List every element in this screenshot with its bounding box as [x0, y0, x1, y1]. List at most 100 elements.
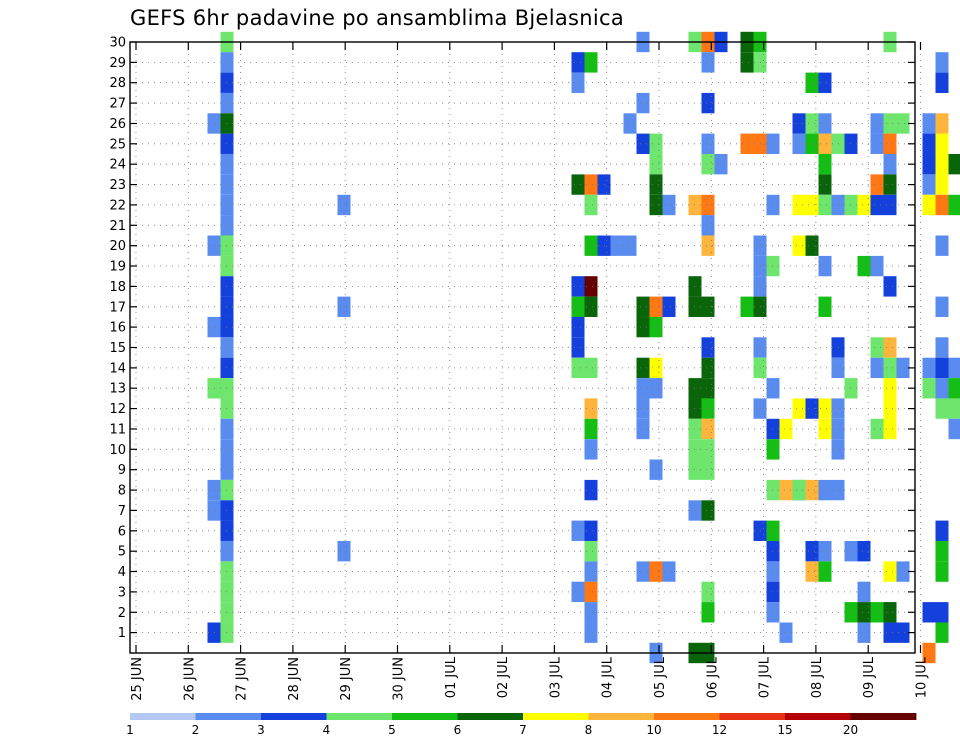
x-tick-label: 10 JUL: [915, 656, 930, 698]
x-tick-label: 07 JUL: [758, 656, 773, 698]
heatmap-cell: [623, 235, 637, 256]
heatmap-cell: [636, 296, 650, 317]
heatmap-cell: [818, 296, 832, 317]
heatmap-cell: [571, 520, 585, 541]
x-tick-label: 02 JUL: [496, 656, 511, 698]
heatmap-cell: [818, 133, 832, 154]
heatmap-cell: [636, 133, 650, 154]
heatmap-cell: [948, 398, 960, 419]
heatmap-cell: [883, 337, 897, 358]
heatmap-cell: [779, 418, 793, 440]
x-tick-label: 03 JUL: [548, 656, 563, 698]
heatmap-cell: [584, 561, 598, 582]
colorbar-segment: [719, 713, 786, 720]
colorbar-segment: [523, 713, 589, 720]
y-tick-label: 12: [109, 402, 126, 417]
heatmap-cell: [740, 133, 754, 154]
colorbar-segment: [588, 713, 655, 720]
x-tick-label: 08 JUL: [810, 656, 825, 698]
heatmap-cell: [701, 52, 715, 73]
heatmap-cell: [818, 72, 832, 93]
heatmap-cell: [584, 52, 598, 73]
heatmap-cell: [636, 378, 650, 399]
heatmap-cell: [948, 154, 960, 175]
colorbar-segment: [195, 713, 262, 720]
heatmap-cell: [584, 357, 598, 379]
colorbar-segment: [457, 713, 524, 720]
heatmap-cell: [792, 479, 806, 501]
colorbar-segment: [850, 713, 917, 720]
heatmap-cell: [571, 581, 585, 603]
heatmap-cell: [857, 194, 871, 216]
y-tick-label: 8: [118, 484, 126, 499]
y-tick-label: 4: [118, 565, 126, 580]
heatmap-cell: [779, 622, 793, 643]
heatmap-cell: [584, 194, 598, 216]
heatmap-cell: [870, 357, 884, 379]
heatmap-cell: [571, 174, 585, 195]
heatmap-cell: [870, 255, 884, 277]
heatmap-cell: [662, 561, 676, 582]
heatmap-cell: [740, 296, 754, 317]
y-tick-label: 29: [109, 56, 126, 71]
heatmap-cell: [883, 154, 897, 175]
heatmap-cell: [623, 113, 637, 134]
x-tick-label: 30 JUN: [392, 657, 407, 701]
heatmap-cell: [649, 154, 663, 175]
heatmap-cell: [805, 541, 819, 562]
y-tick-label: 24: [109, 158, 126, 173]
heatmap-cell: [883, 276, 897, 297]
heatmap-cell: [805, 235, 819, 256]
heatmap-cell: [935, 378, 949, 399]
x-tick-label: 26 JUN: [182, 657, 197, 701]
heatmap-cell: [948, 418, 960, 440]
heatmap-cell: [649, 561, 663, 582]
heatmap-cell: [896, 113, 910, 134]
heatmap-cell: [337, 296, 351, 317]
heatmap-cell: [792, 398, 806, 419]
y-tick-label: 1: [118, 626, 126, 641]
heatmap-cell: [883, 398, 897, 419]
colorbar-label: 3: [257, 723, 265, 737]
heatmap-cell: [857, 541, 871, 562]
heatmap-cell: [584, 479, 598, 501]
x-tick-label: 28 JUN: [287, 657, 302, 701]
heatmap-cell: [584, 439, 598, 460]
y-tick-label: 25: [109, 137, 126, 152]
heatmap-cell: [584, 581, 598, 603]
heatmap-cell: [922, 133, 936, 154]
heatmap-cell: [662, 194, 676, 216]
y-tick-label: 23: [109, 178, 126, 193]
heatmap-cell: [792, 113, 806, 134]
heatmap-cell: [584, 235, 598, 256]
heatmap-cell: [701, 215, 715, 236]
heatmap-cell: [818, 398, 832, 419]
heatmap-cell: [948, 194, 960, 216]
heatmap-cell: [883, 378, 897, 399]
heatmap-cell: [792, 235, 806, 256]
heatmap-cell: [883, 602, 897, 623]
y-tick-label: 28: [109, 76, 126, 91]
heatmap-cell: [584, 541, 598, 562]
heatmap-cell: [714, 154, 728, 175]
heatmap-cell: [857, 602, 871, 623]
y-tick-label: 15: [109, 341, 126, 356]
heatmap-cell: [584, 520, 598, 541]
heatmap-cell: [571, 52, 585, 73]
chart-title: GEFS 6hr padavine po ansamblima Bjelasni…: [130, 6, 625, 30]
heatmap-cell: [870, 337, 884, 358]
heatmap-cell: [636, 418, 650, 440]
heatmap-cell: [935, 337, 949, 358]
heatmap-cell: [701, 398, 715, 419]
heatmap-cell: [935, 541, 949, 562]
heatmap-cell: [818, 194, 832, 216]
heatmap-cell: [805, 398, 819, 419]
heatmap-cell: [935, 113, 949, 134]
heatmap-cell: [636, 398, 650, 419]
x-axis-tick-labels: 25 JUN 26 JUN 27 JUN 28 JUN 29 JUN 30 JUN 01 J…: [130, 656, 930, 700]
heatmap-cell: [805, 113, 819, 134]
heatmap-cell: [922, 174, 936, 195]
heatmap-cell: [896, 561, 910, 582]
heatmap-cell: [649, 296, 663, 317]
heatmap-cell: [571, 357, 585, 379]
